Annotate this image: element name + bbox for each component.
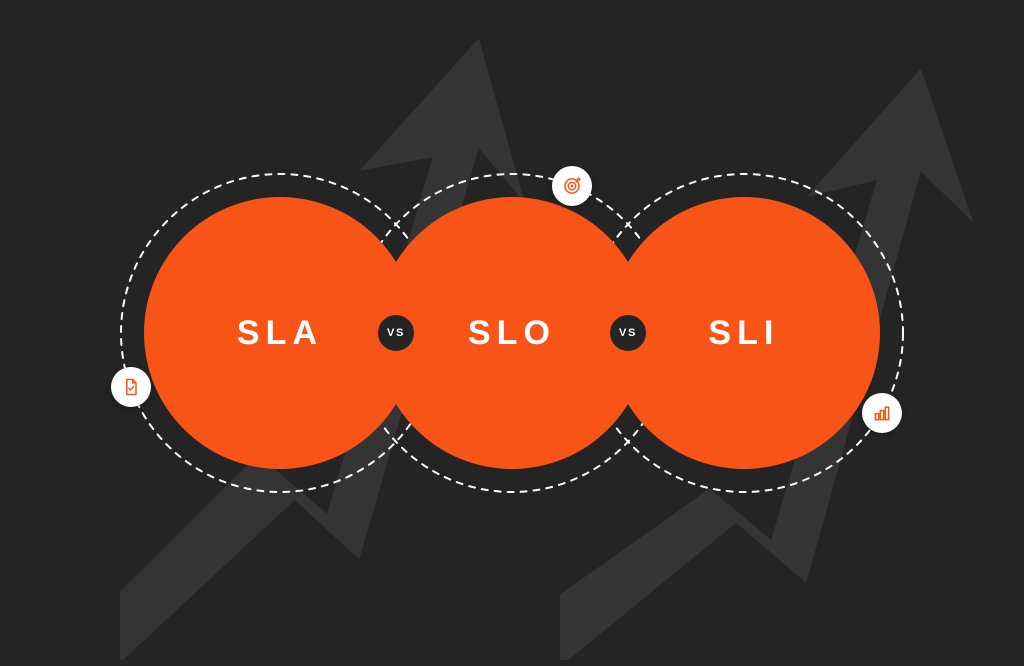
circle-sla-label: SLA	[237, 314, 323, 353]
vs-badge-2: VS	[610, 315, 646, 351]
vs-text-2: VS	[619, 327, 637, 339]
doc-check-icon	[111, 367, 151, 407]
circle-sli: SLI	[608, 197, 880, 469]
bars-icon	[862, 393, 902, 433]
vs-text-1: VS	[387, 327, 405, 339]
vs-badge-1: VS	[378, 315, 414, 351]
circle-sli-label: SLI	[708, 314, 779, 353]
circle-slo-label: SLO	[468, 314, 556, 353]
target-icon	[552, 166, 592, 206]
infographic-canvas: SLA SLO SLI VS VS	[0, 0, 1024, 666]
